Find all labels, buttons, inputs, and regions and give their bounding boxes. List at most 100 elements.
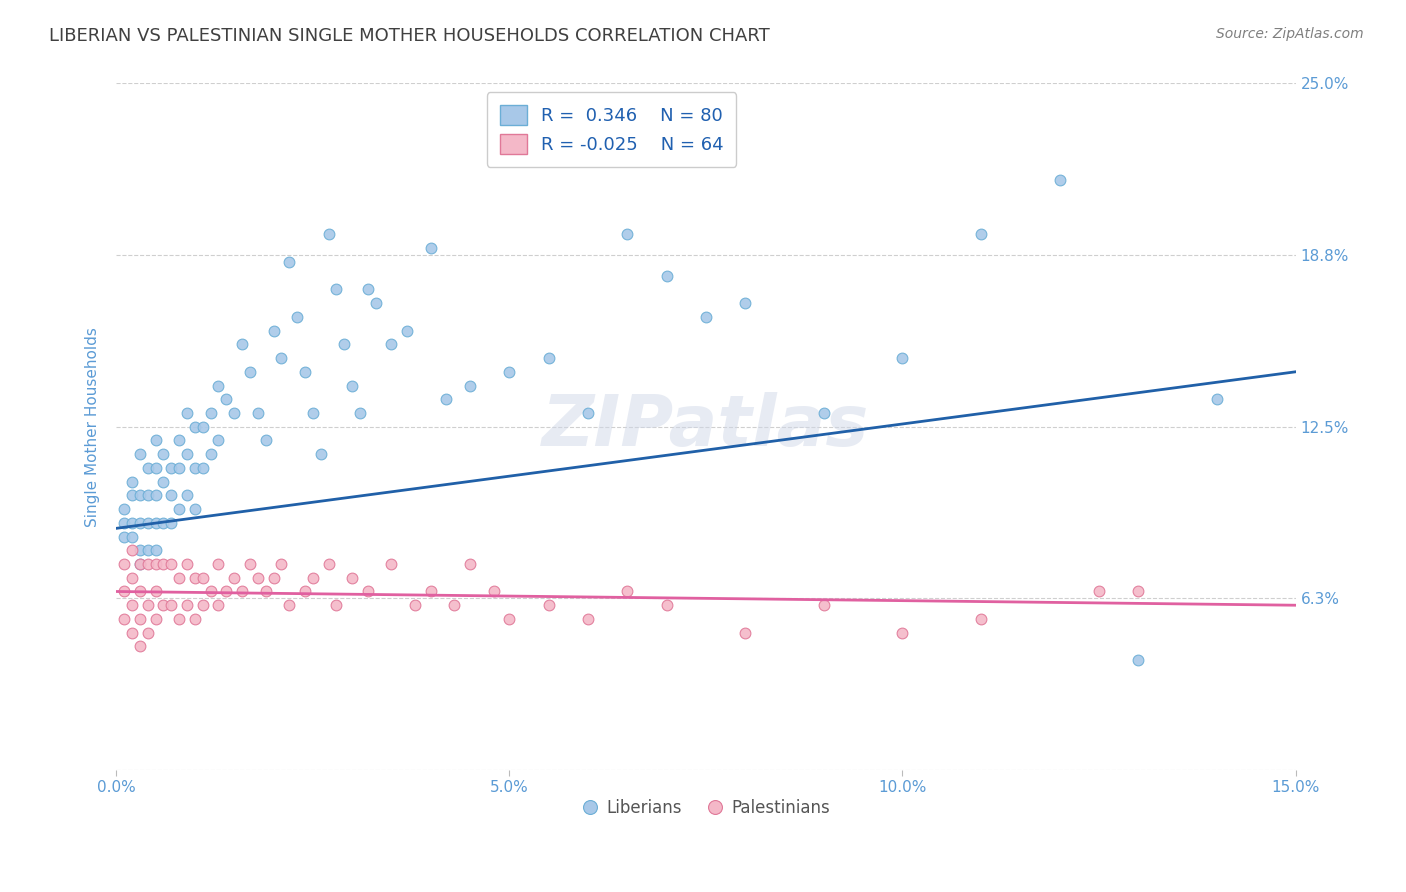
Point — [200, 447, 222, 461]
Point — [112, 530, 135, 544]
Point — [128, 640, 150, 654]
Point — [254, 584, 277, 599]
Point — [813, 406, 835, 420]
Point — [160, 516, 183, 530]
Point — [734, 625, 756, 640]
Point — [145, 488, 167, 502]
Point — [145, 543, 167, 558]
Point — [160, 461, 183, 475]
Point — [364, 296, 387, 310]
Text: LIBERIAN VS PALESTINIAN SINGLE MOTHER HOUSEHOLDS CORRELATION CHART: LIBERIAN VS PALESTINIAN SINGLE MOTHER HO… — [49, 27, 770, 45]
Text: ZIPatlas: ZIPatlas — [543, 392, 870, 461]
Point — [136, 543, 159, 558]
Point — [152, 447, 174, 461]
Point — [655, 599, 678, 613]
Point — [160, 599, 183, 613]
Point — [176, 447, 198, 461]
Point — [128, 516, 150, 530]
Point — [340, 378, 363, 392]
Point — [380, 337, 402, 351]
Point — [112, 502, 135, 516]
Point — [191, 599, 214, 613]
Point — [167, 502, 190, 516]
Point — [112, 516, 135, 530]
Point — [695, 310, 717, 324]
Point — [970, 612, 993, 626]
Point — [145, 584, 167, 599]
Point — [207, 557, 229, 571]
Point — [325, 282, 347, 296]
Point — [436, 392, 458, 407]
Point — [813, 599, 835, 613]
Point — [167, 612, 190, 626]
Point — [498, 365, 520, 379]
Point — [318, 227, 340, 242]
Point — [1128, 653, 1150, 667]
Point — [443, 599, 465, 613]
Point — [128, 543, 150, 558]
Point — [231, 584, 253, 599]
Point — [128, 557, 150, 571]
Point — [419, 584, 441, 599]
Text: Source: ZipAtlas.com: Source: ZipAtlas.com — [1216, 27, 1364, 41]
Point — [404, 599, 426, 613]
Point — [128, 584, 150, 599]
Point — [112, 612, 135, 626]
Point — [136, 461, 159, 475]
Point — [167, 461, 190, 475]
Point — [145, 461, 167, 475]
Point — [207, 378, 229, 392]
Point — [263, 324, 285, 338]
Point — [309, 447, 332, 461]
Point — [145, 612, 167, 626]
Point — [278, 599, 301, 613]
Point — [318, 557, 340, 571]
Point — [160, 557, 183, 571]
Point — [1088, 584, 1111, 599]
Point — [224, 406, 246, 420]
Point — [184, 502, 207, 516]
Point — [1206, 392, 1229, 407]
Point — [325, 599, 347, 613]
Point — [239, 365, 262, 379]
Point — [254, 434, 277, 448]
Point — [215, 392, 238, 407]
Point — [112, 584, 135, 599]
Point — [616, 584, 638, 599]
Point — [152, 557, 174, 571]
Point — [136, 488, 159, 502]
Point — [152, 475, 174, 489]
Point — [152, 516, 174, 530]
Point — [176, 557, 198, 571]
Point — [121, 571, 143, 585]
Point — [380, 557, 402, 571]
Point — [121, 475, 143, 489]
Point — [145, 516, 167, 530]
Point — [263, 571, 285, 585]
Y-axis label: Single Mother Households: Single Mother Households — [86, 326, 100, 526]
Point — [270, 351, 292, 365]
Point — [136, 557, 159, 571]
Point — [128, 557, 150, 571]
Point — [270, 557, 292, 571]
Point — [167, 571, 190, 585]
Point — [191, 571, 214, 585]
Point — [128, 488, 150, 502]
Point — [215, 584, 238, 599]
Point — [136, 625, 159, 640]
Point — [576, 612, 599, 626]
Point — [231, 337, 253, 351]
Point — [184, 461, 207, 475]
Point — [419, 241, 441, 255]
Point — [734, 296, 756, 310]
Legend: Liberians, Palestinians: Liberians, Palestinians — [575, 792, 837, 823]
Point — [184, 571, 207, 585]
Point — [458, 557, 481, 571]
Point — [191, 461, 214, 475]
Point — [121, 599, 143, 613]
Point — [1049, 172, 1071, 186]
Point — [191, 419, 214, 434]
Point — [294, 365, 316, 379]
Point — [224, 571, 246, 585]
Point — [498, 612, 520, 626]
